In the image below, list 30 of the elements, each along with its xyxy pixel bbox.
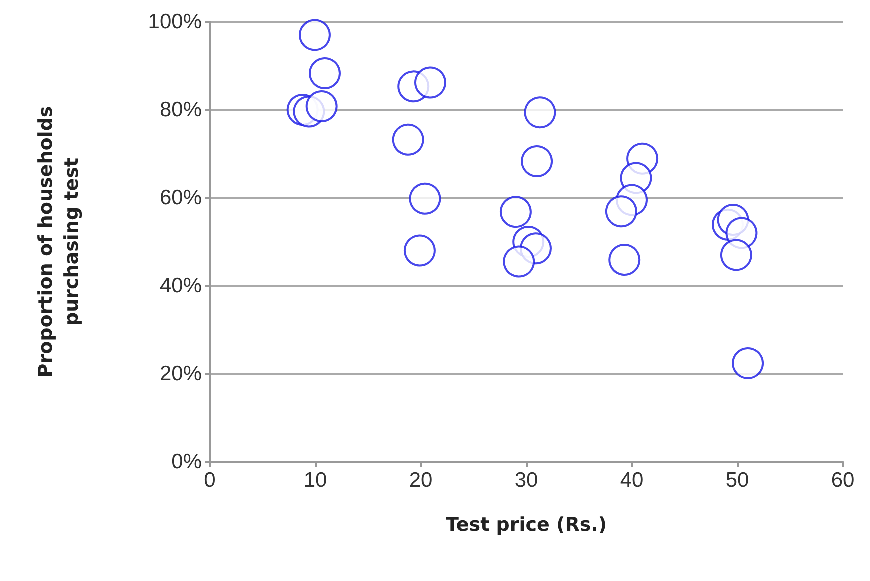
point (309, 57, 341, 90)
point (500, 196, 532, 228)
x-tick-label: 0 (204, 469, 216, 492)
point (503, 246, 536, 278)
y-tick-label: 40% (160, 274, 202, 298)
point (414, 66, 446, 99)
x-axis-title: Test price (Rs.) (446, 514, 608, 536)
point (524, 96, 556, 129)
point (720, 239, 752, 272)
point (732, 347, 764, 380)
y-tick-label: 60% (160, 186, 202, 210)
point (521, 145, 554, 178)
x-tick-label: 50 (726, 469, 750, 492)
y-tick-label: 20% (160, 362, 202, 386)
x-tick-label: 40 (620, 469, 644, 492)
point (608, 244, 641, 276)
y-tick-label: 100% (148, 10, 202, 34)
point (299, 19, 331, 52)
y-tick-label: 80% (160, 98, 202, 122)
point (392, 124, 424, 156)
y-tick-label: 0% (172, 450, 202, 474)
point (404, 234, 436, 267)
x-tick-label: 60 (831, 469, 855, 492)
y-axis-title: Proportion of households purchasing test (35, 106, 83, 378)
x-tick-label: 30 (514, 469, 538, 492)
point (409, 182, 442, 215)
point (306, 90, 338, 122)
x-tick-label: 10 (304, 469, 328, 492)
x-tick-label: 20 (409, 469, 433, 492)
point (605, 196, 638, 228)
